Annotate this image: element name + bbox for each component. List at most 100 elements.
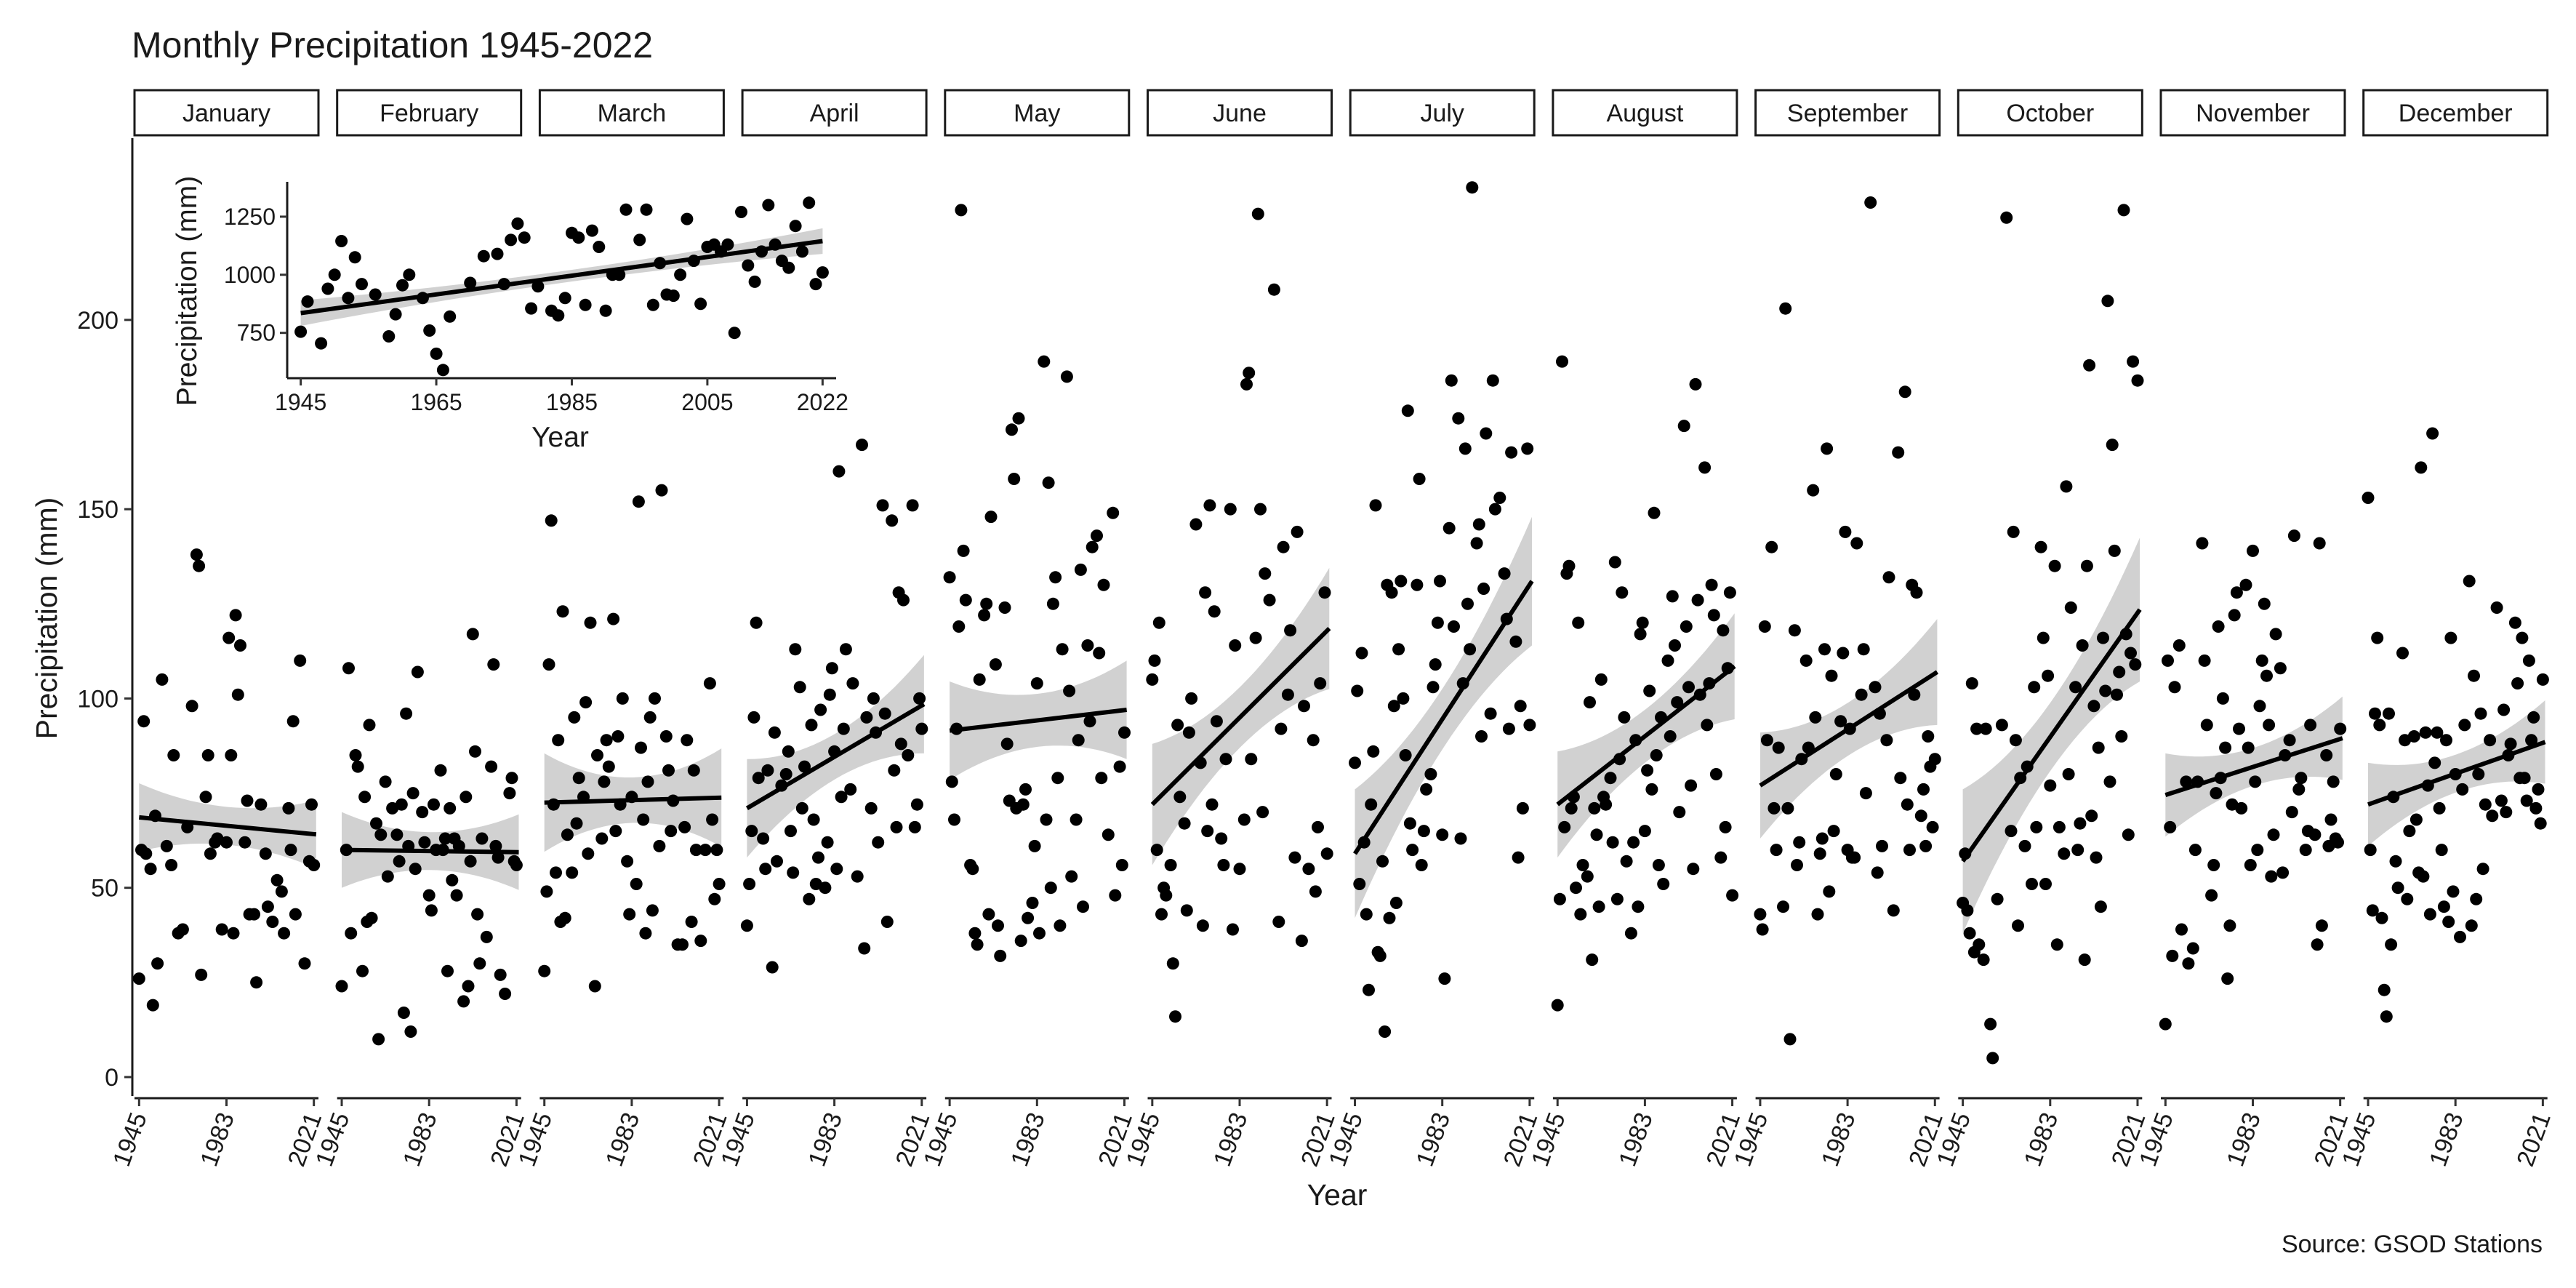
data-point — [2050, 938, 2063, 951]
data-point — [1070, 813, 1083, 826]
data-point — [1254, 503, 1267, 516]
data-point — [667, 794, 680, 807]
data-point — [2083, 359, 2096, 372]
trend-line — [1556, 664, 1736, 807]
data-point — [880, 916, 894, 928]
data-point — [556, 605, 569, 618]
data-point — [1498, 567, 1511, 580]
data-point — [1229, 639, 1242, 652]
data-point — [540, 885, 553, 898]
data-point — [1848, 851, 1861, 864]
data-point — [1016, 798, 1030, 811]
data-point — [766, 961, 779, 974]
data-point — [1809, 711, 1822, 724]
data-point — [1431, 616, 1444, 629]
data-point — [225, 749, 238, 761]
data-point — [805, 719, 818, 732]
data-point — [1717, 624, 1730, 637]
data-point — [358, 791, 372, 804]
data-point — [1014, 935, 1027, 948]
data-point — [1991, 892, 2004, 905]
data-point — [771, 855, 783, 868]
inset-data-point — [694, 297, 707, 311]
data-point — [1855, 688, 1868, 701]
data-point — [1107, 506, 1120, 519]
inset-data-point — [356, 278, 368, 291]
data-point — [1256, 806, 1269, 819]
data-point — [839, 643, 852, 656]
data-point — [2260, 669, 2273, 682]
x-tick-label: 1983 — [2221, 1109, 2266, 1170]
data-point — [681, 734, 694, 747]
data-point — [1811, 908, 1824, 921]
data-point — [2039, 878, 2052, 890]
data-point — [1608, 556, 1621, 569]
facet-strip-label: December — [2399, 100, 2513, 127]
data-point — [1360, 908, 1373, 921]
data-point — [1470, 537, 1483, 550]
data-point — [471, 908, 484, 921]
inset-data-point — [735, 206, 747, 218]
data-point — [1102, 828, 1115, 841]
inset-data-point — [654, 257, 667, 270]
inset-data-point — [497, 278, 510, 291]
data-point — [466, 628, 479, 641]
data-point — [1616, 586, 1629, 599]
data-point — [1113, 760, 1126, 773]
facet-strip — [133, 89, 320, 137]
data-point — [503, 787, 516, 800]
data-point — [2166, 949, 2179, 962]
data-point — [957, 544, 970, 557]
data-point — [994, 949, 1007, 962]
data-point — [220, 836, 233, 849]
data-point — [2283, 734, 2296, 747]
data-point — [1295, 935, 1308, 948]
data-point — [1373, 949, 1387, 962]
data-point — [1046, 597, 1059, 610]
inset-data-point — [444, 310, 457, 323]
data-point — [2048, 559, 2061, 572]
data-point — [1083, 715, 1096, 728]
data-point — [2484, 734, 2497, 747]
data-point — [1869, 681, 1882, 694]
inset-x-tick-label: 2022 — [797, 389, 848, 415]
data-point — [1986, 1052, 1999, 1065]
data-point — [572, 772, 585, 785]
data-point — [1795, 753, 1808, 766]
data-point — [2324, 813, 2338, 826]
data-point — [1160, 889, 1173, 902]
data-point — [1754, 908, 1767, 921]
data-point — [2421, 779, 2434, 792]
data-point — [1837, 647, 1850, 660]
data-point — [2465, 919, 2478, 932]
data-point — [473, 957, 486, 970]
data-point — [1240, 377, 1253, 391]
data-point — [1178, 817, 1191, 830]
data-point — [1387, 700, 1400, 713]
data-point — [1173, 791, 1187, 804]
data-point — [1821, 442, 1834, 455]
data-point — [1638, 825, 1651, 838]
data-point — [998, 601, 1011, 614]
data-point — [2525, 734, 2538, 747]
data-point — [1383, 911, 1396, 924]
data-point — [234, 639, 246, 652]
data-point — [2495, 794, 2508, 807]
data-point — [2168, 681, 2181, 694]
data-point — [1592, 900, 1605, 913]
inset-data-point — [728, 327, 741, 340]
data-point — [894, 737, 907, 751]
data-point — [743, 878, 756, 890]
data-point — [1077, 900, 1089, 913]
data-point — [1643, 684, 1656, 697]
data-point — [476, 832, 489, 845]
inset-data-point — [491, 247, 504, 260]
data-point — [1203, 499, 1216, 512]
data-point — [2005, 825, 2018, 838]
data-point — [1427, 681, 1440, 694]
data-point — [1721, 662, 1734, 675]
data-point — [181, 820, 194, 833]
inset-data-point — [552, 309, 565, 322]
